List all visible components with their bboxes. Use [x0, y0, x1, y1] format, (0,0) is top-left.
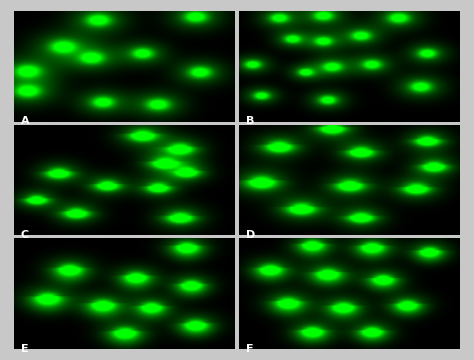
Text: A: A: [21, 116, 29, 126]
Text: C: C: [21, 230, 29, 240]
Text: B: B: [246, 116, 254, 126]
Text: F: F: [246, 344, 253, 354]
Text: D: D: [246, 230, 255, 240]
Text: E: E: [21, 344, 28, 354]
